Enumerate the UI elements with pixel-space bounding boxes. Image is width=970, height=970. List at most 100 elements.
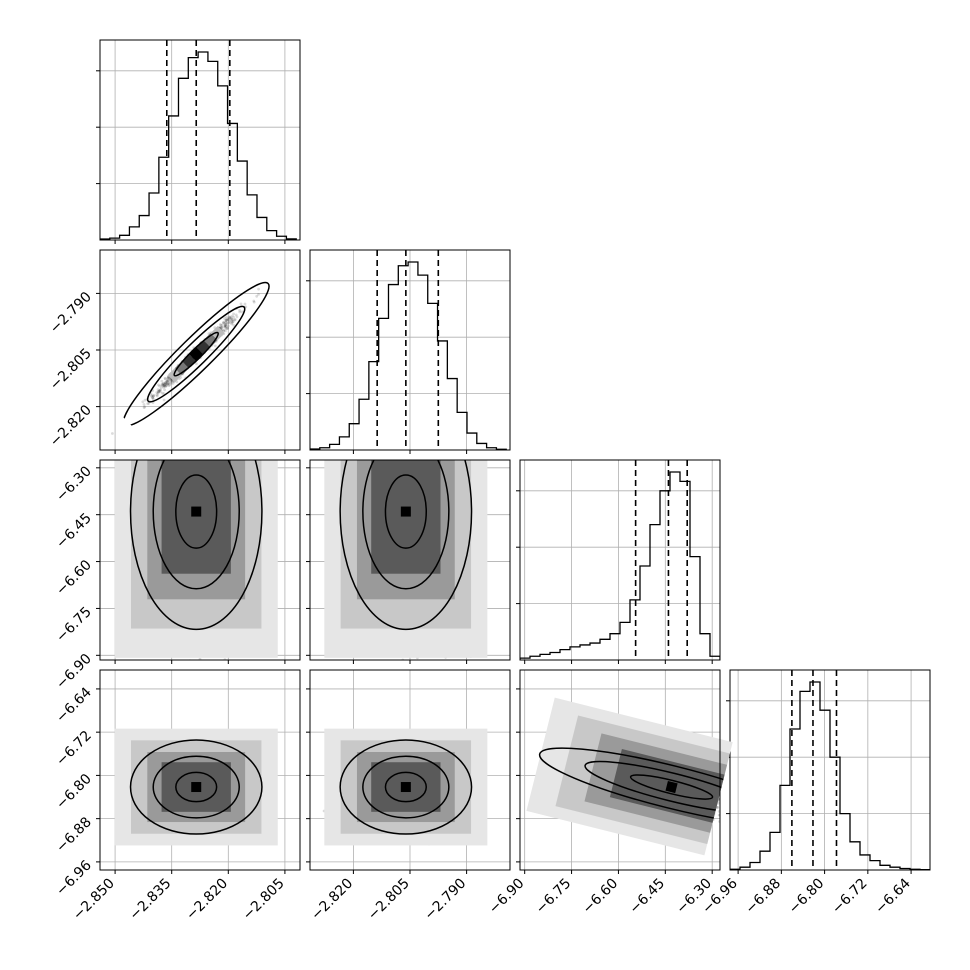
data-point — [224, 321, 228, 324]
data-point — [742, 817, 745, 820]
data-point — [239, 302, 243, 306]
data-point — [717, 813, 720, 817]
data-point — [159, 386, 163, 390]
data-point — [394, 443, 397, 446]
density-cell — [161, 460, 231, 574]
data-point — [164, 382, 168, 386]
data-point — [224, 324, 227, 328]
data-point — [157, 389, 161, 393]
y-tick-label: −2.790 — [47, 289, 95, 337]
data-point — [213, 454, 216, 457]
data-point — [717, 810, 720, 813]
data-point — [149, 664, 152, 667]
data-point — [156, 696, 159, 699]
data-point — [722, 795, 725, 798]
x-tick-label: −6.45 — [626, 876, 668, 918]
x-tick-label: −6.60 — [580, 876, 622, 918]
data-point — [238, 310, 242, 314]
data-point — [152, 397, 155, 401]
data-point — [155, 391, 159, 394]
data-point — [229, 316, 233, 320]
scatter-panel-0-1 — [99, 249, 301, 451]
data-point — [219, 323, 223, 327]
data-point — [401, 450, 404, 453]
data-point — [724, 810, 727, 813]
data-point — [723, 794, 726, 797]
data-point — [199, 415, 202, 418]
data-point — [164, 381, 168, 384]
data-point — [162, 398, 166, 402]
data-point — [225, 322, 229, 326]
data-point — [418, 445, 421, 448]
data-point — [162, 385, 166, 389]
data-point — [163, 376, 167, 380]
data-point — [163, 385, 166, 388]
data-point — [166, 379, 170, 382]
data-point — [223, 324, 227, 328]
data-point — [164, 385, 168, 388]
scatter-panel-0-2 — [99, 415, 301, 721]
data-point — [164, 381, 168, 385]
density-cell — [191, 506, 202, 517]
data-point — [219, 325, 223, 329]
data-point — [232, 323, 236, 327]
contour-line — [173, 331, 219, 377]
data-point — [742, 837, 745, 840]
x-tick-label: −2.805 — [240, 876, 288, 924]
data-point — [730, 811, 733, 814]
data-point — [415, 684, 418, 687]
histogram-steps — [100, 51, 297, 240]
data-point — [432, 443, 435, 446]
density-blocks — [114, 728, 278, 846]
data-point — [130, 718, 133, 721]
data-point — [233, 318, 237, 322]
data-point — [225, 318, 229, 322]
data-point — [228, 321, 232, 325]
data-point — [163, 383, 167, 386]
data-point — [398, 427, 401, 430]
data-point — [167, 376, 171, 380]
data-point — [726, 792, 729, 795]
data-point — [724, 798, 727, 801]
x-tick-label: −6.80 — [786, 876, 828, 918]
data-point — [156, 388, 160, 392]
scatter-panel-1-3 — [309, 669, 511, 871]
data-point — [162, 383, 166, 387]
histogram-panel-2 — [516, 459, 721, 661]
data-point — [155, 394, 159, 398]
data-point — [757, 814, 760, 817]
contour-line — [384, 474, 427, 549]
data-point — [230, 319, 234, 323]
data-point — [148, 435, 151, 438]
data-point — [227, 321, 230, 325]
data-point — [213, 457, 216, 460]
x-tick-label: −6.64 — [872, 875, 914, 917]
data-point — [198, 657, 202, 660]
x-tick-label: −2.820 — [308, 876, 356, 924]
data-point — [224, 319, 228, 322]
x-tick-label: −6.72 — [829, 876, 871, 918]
data-point — [388, 435, 391, 438]
data-point — [255, 294, 259, 298]
data-point — [230, 318, 233, 321]
data-point — [223, 317, 227, 320]
data-point — [160, 379, 164, 383]
data-point — [152, 393, 156, 397]
contour-line — [362, 460, 450, 590]
density-blocks — [324, 460, 488, 658]
data-point — [232, 320, 235, 323]
data-point — [735, 822, 738, 825]
data-point — [170, 457, 173, 460]
data-point — [222, 321, 225, 325]
data-point — [722, 806, 725, 809]
data-point — [204, 438, 207, 441]
data-point — [169, 382, 173, 385]
axes-frame — [99, 39, 301, 241]
data-point — [446, 408, 449, 411]
data-point — [222, 320, 226, 324]
histogram-panel-3 — [726, 669, 931, 871]
y-tick-label: −6.64 — [53, 684, 95, 726]
data-point — [730, 812, 733, 815]
data-point — [751, 799, 754, 802]
